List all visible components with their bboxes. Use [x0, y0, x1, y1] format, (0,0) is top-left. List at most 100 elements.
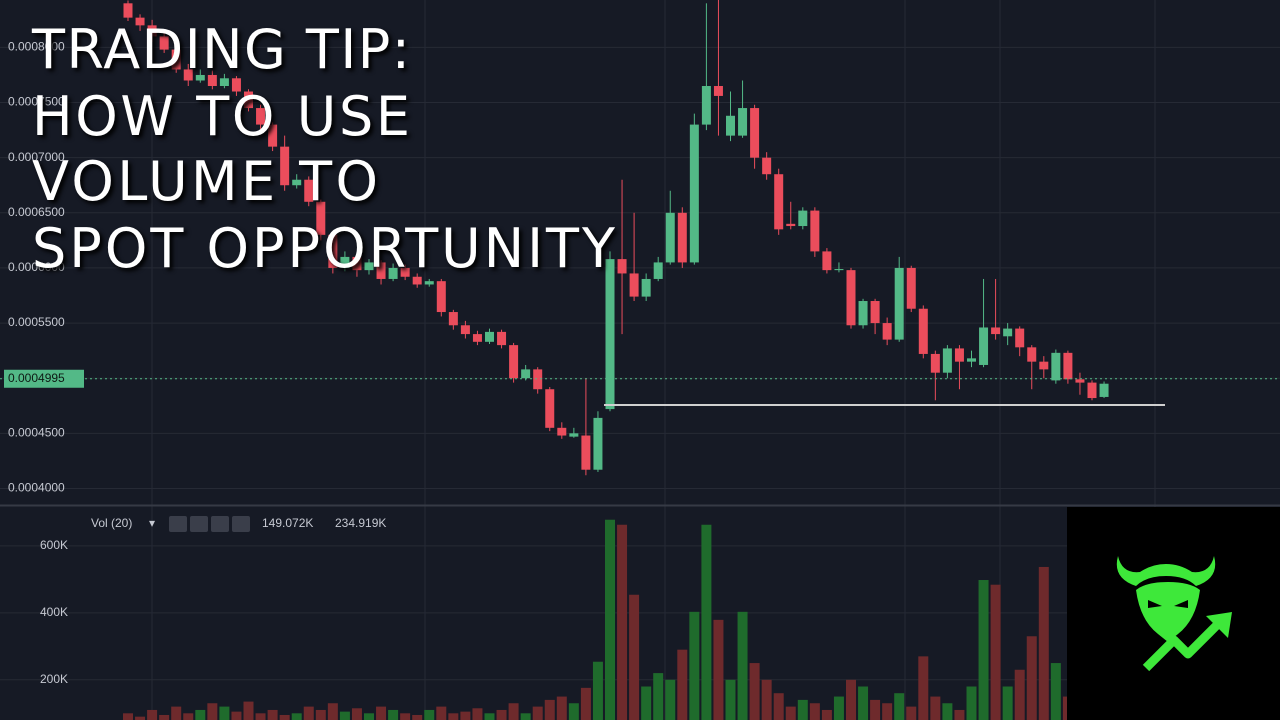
volume-bar [930, 696, 941, 720]
title-line: SPOT OPPORTUNITY [32, 217, 616, 280]
candle-body [497, 331, 507, 346]
candle-body [400, 267, 410, 277]
candle-body [967, 358, 976, 362]
y-tick-label: 0.0004500 [8, 426, 65, 440]
candle-body [1075, 379, 1085, 383]
candle-body [846, 270, 856, 326]
tool-button[interactable] [232, 516, 250, 532]
volume-bar [954, 709, 965, 720]
volume-bar [894, 693, 905, 720]
tool-button[interactable] [211, 516, 229, 532]
candle-body [509, 345, 519, 379]
volume-bar [966, 686, 977, 720]
volume-bar [641, 686, 652, 720]
volume-bar [351, 708, 362, 720]
volume-bar [809, 703, 820, 720]
volume-bar [653, 673, 664, 720]
candle-body [979, 327, 989, 365]
volume-bar [1050, 663, 1061, 720]
candle-body [171, 49, 181, 70]
candle-body [1003, 328, 1013, 337]
y-tick-label: 0.0006000 [8, 260, 65, 274]
volume-bar [219, 706, 230, 720]
logo-eyes [1148, 600, 1188, 608]
volume-bar [870, 699, 881, 720]
volume-bar [629, 594, 640, 720]
volume-bar [725, 679, 736, 720]
candle-body [316, 201, 326, 235]
title-line: HOW TO USE [32, 85, 410, 148]
candle-body [244, 91, 253, 109]
volume-bar [797, 699, 808, 720]
candle-body [1027, 347, 1037, 362]
logo-arrow [1142, 620, 1222, 672]
volume-bar [749, 663, 760, 720]
volume-bar [376, 706, 387, 720]
candle-body [207, 74, 217, 87]
volume-bar [279, 714, 290, 720]
volume-bar [785, 706, 796, 720]
candle-body [834, 269, 844, 271]
candle-body [364, 262, 374, 271]
volume-bar [1002, 686, 1013, 720]
candle-body [1015, 328, 1025, 348]
dropdown-arrow[interactable]: ▾ [149, 516, 155, 530]
candle-body [183, 69, 193, 81]
volume-bar [159, 714, 170, 720]
candle-body [726, 115, 735, 136]
volume-bar [821, 709, 832, 720]
volume-bar [171, 706, 182, 720]
candle-body [593, 417, 603, 470]
candle-body [159, 36, 169, 50]
volume-bar [436, 706, 447, 720]
candle-body [219, 78, 229, 87]
volume-bar [400, 713, 411, 720]
candle-body [858, 301, 868, 326]
volume-bar [364, 713, 374, 720]
candle-body [906, 267, 916, 309]
volume-tools [169, 516, 250, 532]
y-tick-label: 0.0004000 [8, 481, 65, 495]
volume-bar [448, 713, 459, 720]
candle-body [123, 3, 133, 18]
last-price-label: 0.0004995 [8, 371, 65, 385]
volume-bar [291, 713, 302, 720]
candle-body [436, 281, 446, 313]
candle-body [147, 25, 157, 37]
tool-button[interactable] [190, 516, 208, 532]
candle-body [304, 179, 314, 202]
volume-bar [882, 703, 893, 720]
candle-body [485, 331, 494, 342]
candle-body [617, 259, 627, 274]
candle-body [689, 124, 699, 263]
volume-bar [858, 686, 869, 720]
candle-body [786, 223, 796, 227]
volume-bar [568, 703, 579, 720]
candle-body [1063, 352, 1073, 380]
volume-bar [665, 679, 676, 720]
y-tick-label: 0.0008000 [8, 40, 65, 54]
candle-body [641, 278, 651, 297]
volume-bar [737, 611, 748, 720]
candle-body [1039, 361, 1049, 370]
tool-button[interactable] [169, 516, 187, 532]
volume-bar [544, 699, 555, 720]
candle-body [894, 267, 904, 340]
volume-bar [135, 716, 146, 720]
y-tick-label: 0.0007000 [8, 150, 65, 164]
volume-bar [846, 679, 856, 720]
y-tick-label: 600K [40, 538, 68, 552]
candle-body [328, 234, 338, 268]
candle-body [882, 323, 892, 340]
volume-bar [713, 619, 724, 720]
candle-body [762, 157, 772, 175]
candle-body [822, 251, 832, 271]
volume-bar [918, 656, 929, 720]
candle-body [629, 273, 639, 297]
candle-body [545, 389, 555, 428]
volume-bar [592, 661, 603, 720]
candle-body [376, 262, 386, 279]
title-overlay: TRADING TIP: HOW TO USE VOLUME TO SPOT O… [31, 18, 616, 280]
